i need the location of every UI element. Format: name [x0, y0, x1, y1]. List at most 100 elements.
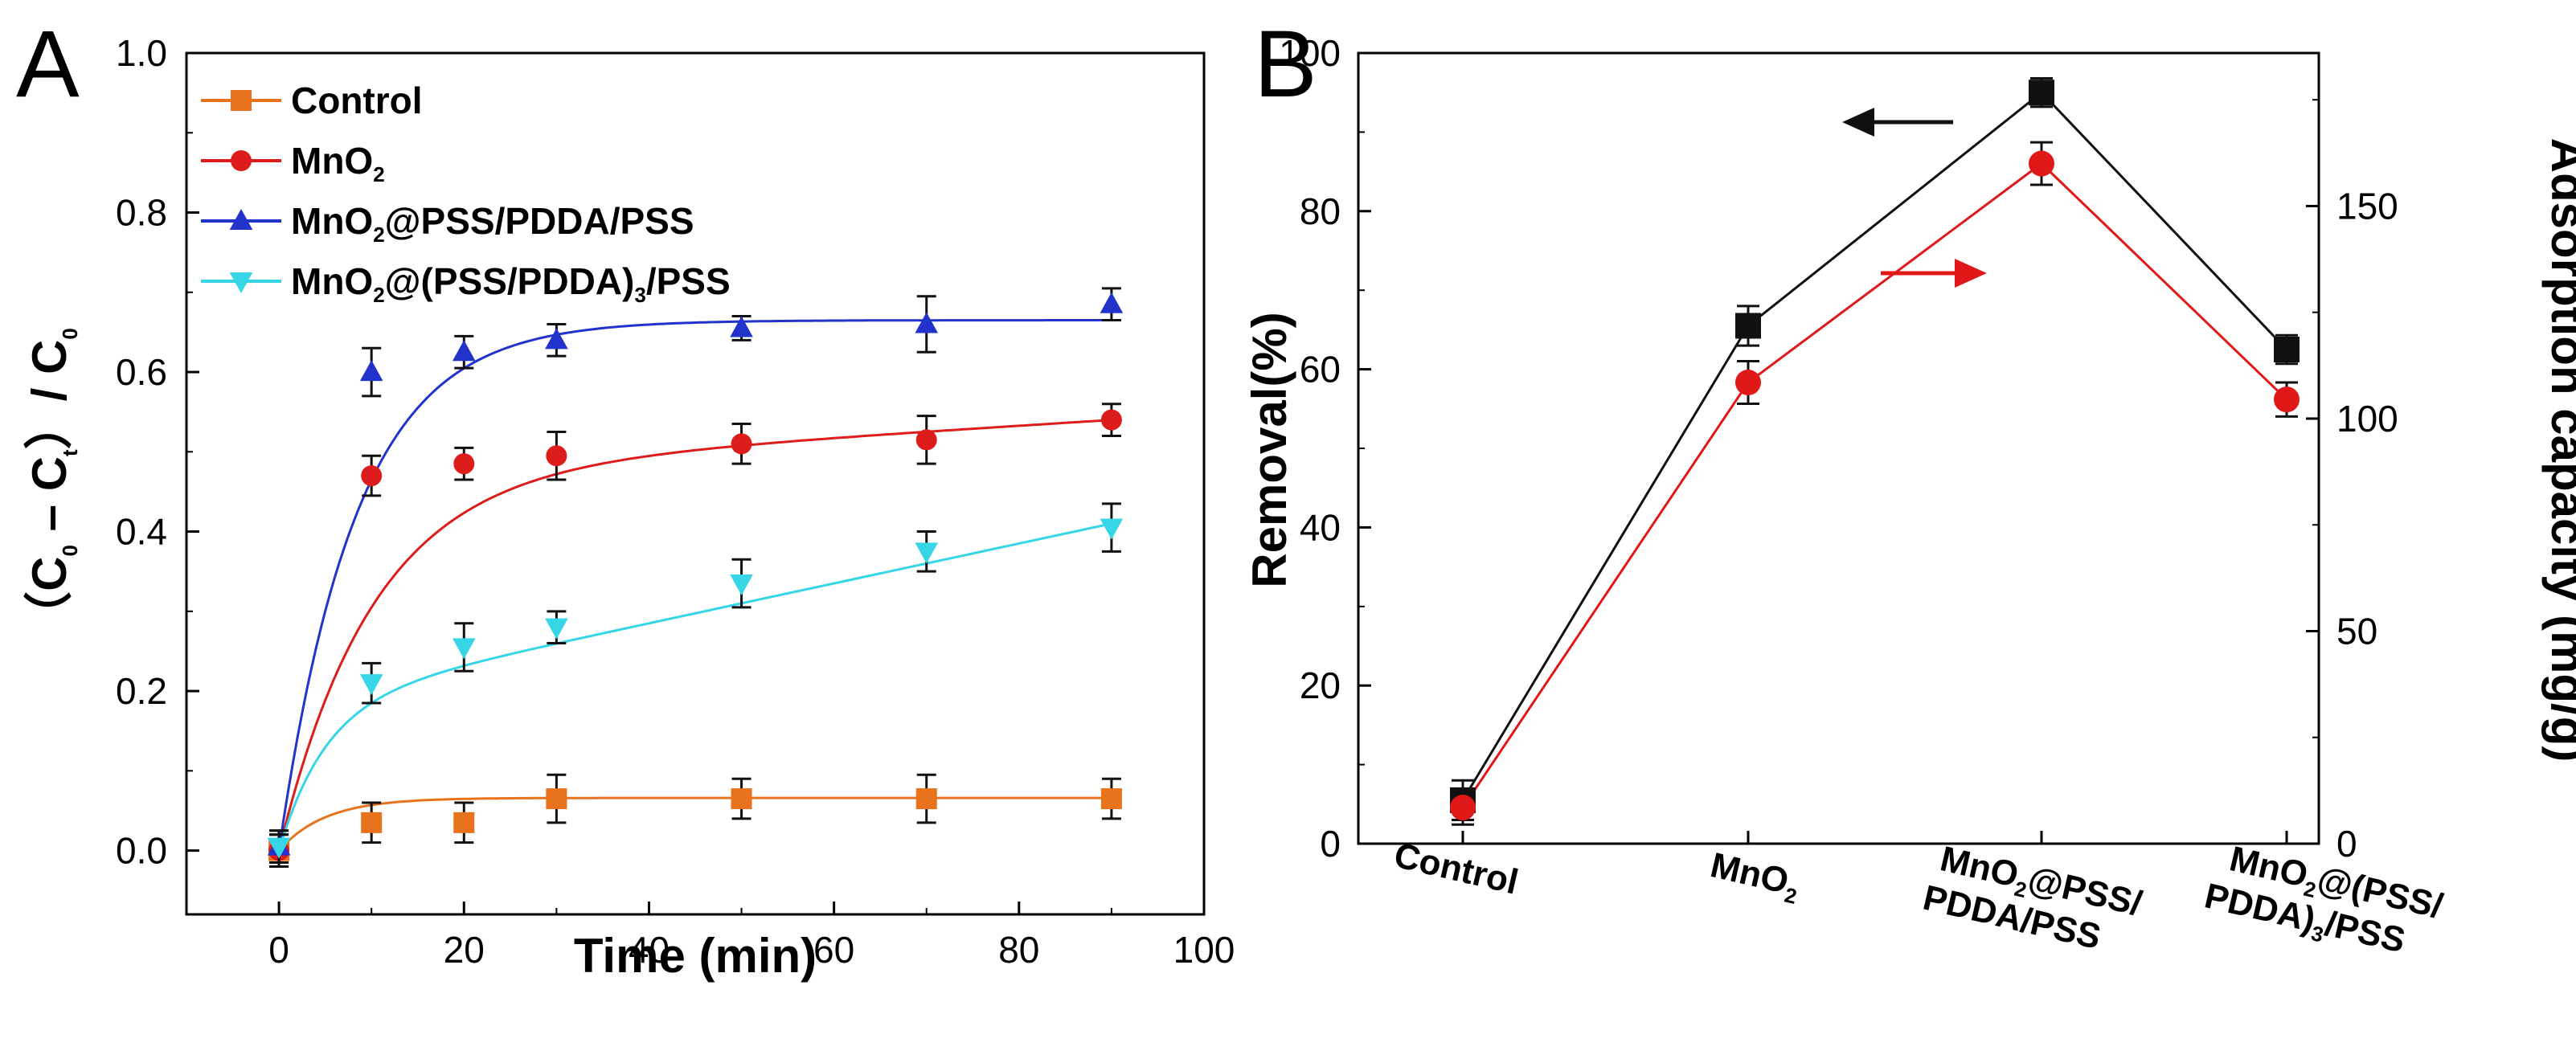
- panel-b-category-labels: Control MnO2MnO2@PSS/PDDA/PSSMnO2@(PSS/PD…: [1390, 836, 2447, 972]
- a-point-s2: [730, 316, 753, 337]
- a-fit-curve-1: [277, 419, 1112, 851]
- b-left-tick-label: 100: [1279, 32, 1341, 74]
- b-category-label: MnO2: [1706, 845, 1804, 909]
- a-point-s0: [361, 812, 383, 833]
- a-y-tick-label: 0.0: [116, 830, 167, 872]
- text-span: Control: [1390, 836, 1521, 902]
- a-fit-curve-3: [277, 522, 1112, 852]
- text-span: 3: [634, 283, 645, 307]
- b-left-tick-label: 80: [1300, 190, 1341, 232]
- a-point-s2: [915, 312, 939, 333]
- panel-b-data-points: [1450, 76, 2300, 826]
- b-right-tick-label: 50: [2336, 610, 2377, 652]
- text-span: 2: [2012, 877, 2029, 902]
- b-right-tick-label: 150: [2336, 185, 2398, 227]
- panel-b-ticks: 0 20 40 60 80 100 0 50 100 150: [1279, 32, 2398, 865]
- a-legend-label: MnO2@PSS/PDDA/PSS: [291, 200, 694, 247]
- panel-a-legend: ControlMnO2MnO2@PSS/PDDA/PSSMnO2@(PSS/PD…: [201, 80, 731, 307]
- panel-b-series-lines: [1461, 91, 2288, 808]
- a-x-tick-label: 60: [813, 929, 854, 971]
- b-right-tick-label: 100: [2336, 398, 2398, 440]
- a-point-s3: [730, 574, 753, 596]
- a-point-s1: [1100, 409, 1122, 431]
- b-category-label: MnO2@(PSS/PDDA)3/PSS: [2200, 836, 2447, 972]
- a-x-tick-label: 20: [444, 929, 485, 971]
- a-point-s1: [546, 445, 567, 467]
- panel-a: A 0 20 40 60 80 100 0.0 0.2 0.4 0.6 0.8 1.0 Control…: [16, 11, 1235, 983]
- panel-b-right-axis-title: Adsorption capacity (mg/g): [2541, 138, 2576, 763]
- b-left-tick-label: 20: [1300, 664, 1341, 706]
- text-span: MnO: [1707, 845, 1792, 902]
- a-fit-curve-2: [277, 319, 1112, 851]
- text-span: 2: [2301, 877, 2318, 902]
- a-point-s0: [1100, 788, 1122, 810]
- a-point-s3: [452, 638, 476, 660]
- text-span: @PSS/PDDA/PSS: [385, 200, 694, 242]
- a-point-s0: [546, 788, 567, 810]
- a-point-s1: [915, 429, 937, 451]
- a-point-s1: [361, 465, 383, 487]
- a-y-tick-label: 0.6: [116, 351, 167, 393]
- a-point-s3: [1100, 518, 1124, 540]
- text-span: Control: [291, 80, 423, 121]
- a-point-s3: [359, 674, 383, 696]
- panel-a-y-axis-title: （C0 – Ct）/ C0: [23, 328, 82, 640]
- a-y-tick-label: 1.0: [116, 32, 167, 74]
- a-fit-curve-0: [277, 796, 1112, 852]
- a-x-tick-label: 80: [998, 929, 1039, 971]
- a-point-s3: [915, 542, 939, 564]
- b-left-tick-label: 60: [1300, 349, 1341, 390]
- b-series-line-1: [1461, 162, 2288, 808]
- text-span: 2: [1783, 882, 1800, 908]
- b-category-label: MnO2@PSS/PDDA/PSS: [1919, 837, 2145, 964]
- a-point-s3: [545, 618, 568, 640]
- a-point-s2: [359, 360, 383, 382]
- a-point-s1: [731, 433, 752, 455]
- b-point-s1: [1450, 795, 1476, 821]
- a-point-s2: [452, 340, 476, 362]
- b-left-tick-label: 40: [1300, 506, 1341, 548]
- panel-b-left-axis-title: Removal(%): [1243, 312, 1296, 587]
- a-point-s0: [731, 788, 752, 810]
- b-arrow-right-head: [1955, 259, 1987, 288]
- a-x-tick-label: 40: [629, 929, 670, 971]
- text-span: 3: [2309, 921, 2326, 947]
- text-span: /PSS: [646, 260, 731, 302]
- text-span: @(PSS/PDDA): [385, 260, 635, 302]
- a-y-tick-label: 0.4: [116, 511, 167, 553]
- panel-a-plot-frame: [185, 51, 1206, 916]
- panel-b-label: B: [1254, 11, 1317, 117]
- b-series-line-0: [1461, 91, 2288, 801]
- panel-a-data-points: [267, 287, 1124, 868]
- text-span: 2: [373, 223, 384, 247]
- panel-a-x-axis-title: Time (min): [574, 929, 817, 983]
- text-span: 2: [373, 283, 384, 307]
- a-y-tick-label: 0.8: [116, 192, 167, 234]
- text-span: 2: [373, 162, 384, 186]
- panel-a-ticks: 0 20 40 60 80 100 0.0 0.2 0.4 0.6 0.8 1.0: [116, 32, 1235, 971]
- b-category-label: Control: [1390, 836, 1521, 902]
- a-legend-label: MnO2@(PSS/PDDA)3/PSS: [291, 260, 731, 307]
- b-arrow-left-head: [1842, 108, 1874, 137]
- a-legend-label: Control: [291, 80, 423, 121]
- b-left-tick-label: 0: [1320, 823, 1341, 865]
- a-point-s0: [453, 812, 475, 833]
- a-legend-marker: [229, 272, 253, 293]
- b-point-s1: [2274, 386, 2300, 413]
- panel-b-plot-frame: [1357, 51, 2320, 845]
- a-point-s1: [453, 453, 475, 475]
- a-legend-marker: [229, 209, 253, 231]
- panel-a-label: A: [16, 11, 80, 117]
- a-legend-marker: [231, 150, 252, 171]
- b-right-tick-label: 0: [2336, 823, 2357, 865]
- a-legend-label: MnO2: [291, 140, 385, 186]
- text-span: MnO: [291, 140, 373, 182]
- b-point-s1: [2029, 150, 2054, 177]
- text-span: MnO: [291, 260, 373, 302]
- panel-a-fit-curves: [277, 319, 1112, 852]
- text-span: MnO: [291, 200, 373, 242]
- b-point-s0: [2274, 337, 2300, 362]
- a-point-s3: [267, 837, 291, 859]
- panel-b-arrows: [1842, 108, 1987, 288]
